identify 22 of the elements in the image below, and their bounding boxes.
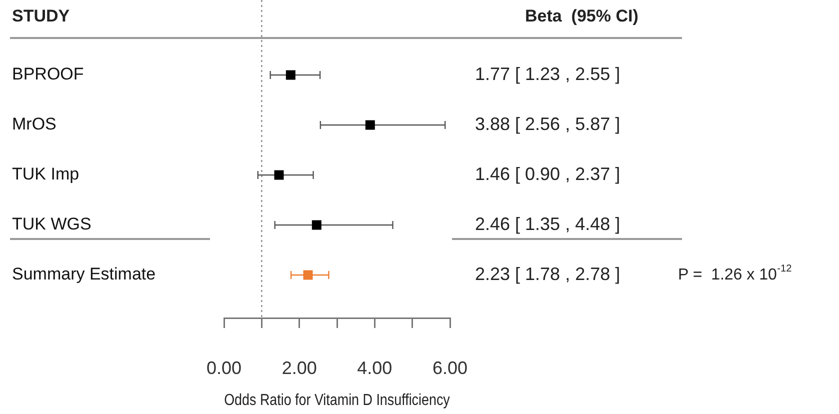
data-label: 3.88 [ 2.56 , 5.87 ]: [475, 114, 620, 134]
point: [312, 220, 322, 230]
point: [286, 70, 296, 80]
y-tick-label: TUK WGS: [12, 214, 92, 234]
x-tick-label: 4.00: [357, 358, 392, 378]
x-tick-label: 2.00: [282, 358, 317, 378]
point: [274, 170, 284, 180]
x-tick-label: 0.00: [206, 358, 242, 378]
y-tick-label: TUK Imp: [12, 164, 80, 184]
text: STUDY: [12, 6, 70, 26]
data-label: 2.46 [ 1.35 , 4.48 ]: [475, 214, 620, 234]
y-tick-label: MrOS: [12, 114, 56, 134]
data-label: 1.77 [ 1.23 , 2.55 ]: [475, 64, 620, 84]
y-tick-label: Summary Estimate: [12, 264, 156, 284]
data-label: 1.46 [ 0.90 , 2.37 ]: [475, 164, 620, 184]
text: Beta (95% CI): [525, 6, 638, 26]
y-tick-label: BPROOF: [12, 64, 84, 84]
x-tick-label: 6.00: [432, 358, 468, 378]
point: [365, 120, 375, 130]
data-label: 2.23 [ 1.78 , 2.78 ]: [475, 264, 620, 284]
point: [303, 270, 313, 280]
x-axis-title: Odds Ratio for Vitamin D Insufficiency: [224, 392, 450, 410]
